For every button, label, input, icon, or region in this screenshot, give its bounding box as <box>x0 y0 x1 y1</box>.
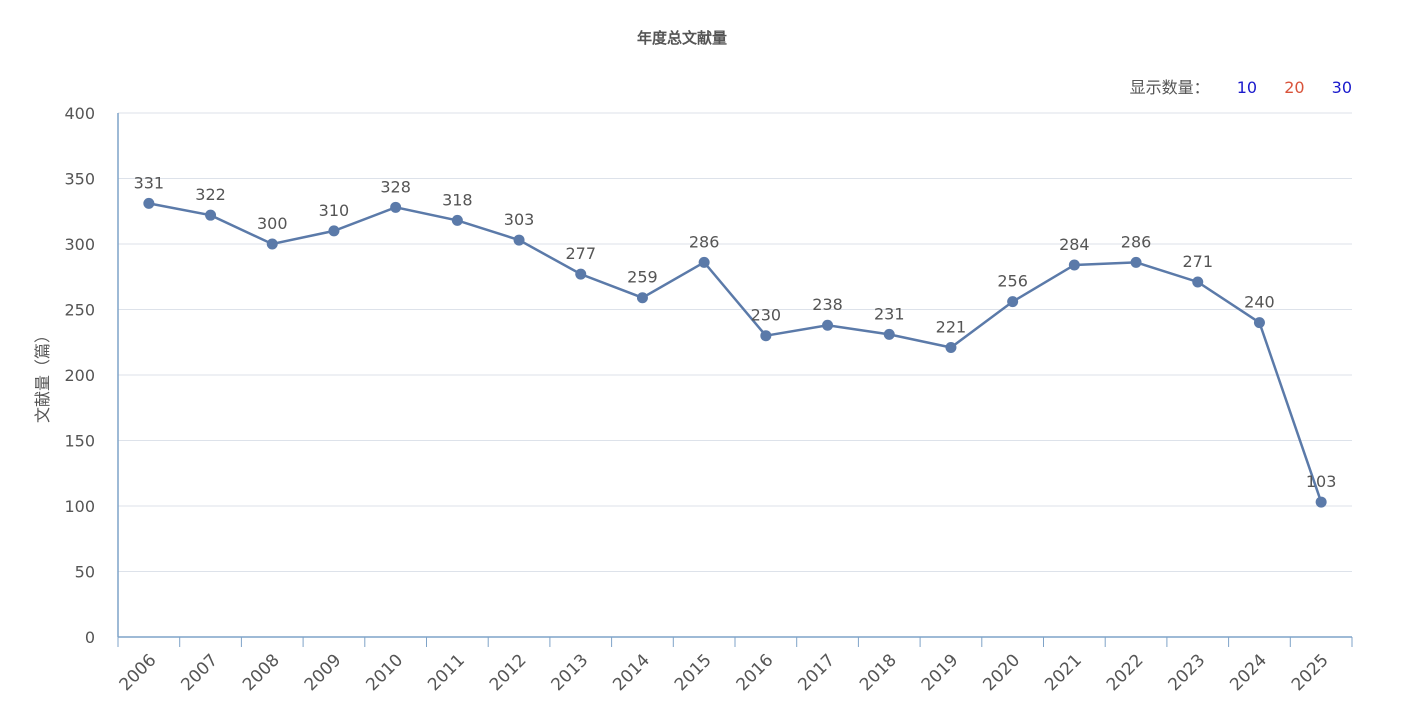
data-point <box>328 225 340 237</box>
display-count-option-30[interactable]: 30 <box>1331 78 1352 97</box>
data-label: 310 <box>319 201 350 220</box>
data-point <box>1315 496 1327 508</box>
data-label: 271 <box>1182 252 1213 271</box>
data-label: 331 <box>134 173 165 192</box>
x-tick-label: 2019 <box>918 650 963 695</box>
x-tick-labels: 2006 2007 2008 2009 2010 2011 2012 2013 2014 2015… <box>116 650 1333 695</box>
axes <box>117 113 1353 647</box>
grid-lines <box>118 112 1352 572</box>
data-label: 277 <box>565 244 596 263</box>
data-point <box>698 256 710 268</box>
data-label: 284 <box>1059 235 1090 254</box>
data-point <box>822 319 834 331</box>
y-tick-label: 0 <box>85 628 95 647</box>
data-label: 328 <box>380 177 411 196</box>
data-point <box>205 209 217 221</box>
data-label: 238 <box>812 295 843 314</box>
y-tick-labels: 0 50 100 150 200 250 300 350 400 <box>64 104 95 647</box>
x-tick-label: 2020 <box>979 650 1024 695</box>
x-tick-label: 2022 <box>1103 650 1148 695</box>
data-point <box>883 328 895 340</box>
chart-title: 年度总文献量 <box>636 29 727 47</box>
x-tick-label: 2024 <box>1226 650 1271 695</box>
data-point <box>266 238 278 250</box>
data-point <box>1253 317 1265 329</box>
y-tick-label: 100 <box>64 497 95 516</box>
y-axis-label: 文献量（篇） <box>33 327 52 423</box>
display-count-selector: 显示数量： 10 20 30 <box>1130 74 1352 98</box>
y-tick-label: 300 <box>64 235 95 254</box>
data-point <box>760 330 772 342</box>
x-tick-label: 2018 <box>856 650 901 695</box>
x-tick-label: 2007 <box>177 650 222 695</box>
data-label: 300 <box>257 214 288 233</box>
data-point <box>1130 256 1142 268</box>
x-tick-label: 2009 <box>301 650 346 695</box>
x-tick-label: 2006 <box>116 650 161 695</box>
data-label: 103 <box>1306 472 1337 491</box>
data-labels: 331 322 300 310 328 318 303 277 259 286 230 238 231 2… <box>134 173 1337 491</box>
x-tick-label: 2025 <box>1288 650 1333 695</box>
data-label: 221 <box>936 317 967 336</box>
data-point <box>1192 276 1204 288</box>
data-label: 286 <box>689 232 720 251</box>
series-line <box>148 202 1323 503</box>
data-point <box>390 201 402 213</box>
data-point <box>143 197 155 209</box>
data-series <box>143 197 1327 508</box>
data-label: 256 <box>997 272 1028 291</box>
data-label: 231 <box>874 304 905 323</box>
data-point <box>945 341 957 353</box>
data-label: 259 <box>627 268 658 287</box>
data-label: 318 <box>442 190 473 209</box>
x-tick-label: 2012 <box>486 650 531 695</box>
data-label: 240 <box>1244 293 1275 312</box>
data-label: 230 <box>751 306 782 325</box>
y-tick-label: 400 <box>64 104 95 123</box>
y-tick-label: 150 <box>64 432 95 451</box>
y-tick-label: 200 <box>64 366 95 385</box>
data-point <box>1007 296 1019 308</box>
display-count-label: 显示数量： <box>1129 78 1210 97</box>
data-label: 322 <box>195 185 226 204</box>
data-point <box>1068 259 1080 271</box>
x-tick-label: 2015 <box>671 650 716 695</box>
x-tick-label: 2008 <box>239 650 284 695</box>
data-point <box>513 234 525 246</box>
x-tick-label: 2011 <box>424 650 469 695</box>
y-tick-label: 50 <box>75 563 95 582</box>
x-tick-label: 2017 <box>794 650 839 695</box>
x-tick-label: 2013 <box>548 650 593 695</box>
display-count-option-20[interactable]: 20 <box>1284 78 1305 97</box>
x-tick-label: 2021 <box>1041 650 1086 695</box>
data-point <box>575 268 587 280</box>
y-tick-label: 350 <box>64 170 95 189</box>
x-tick-label: 2014 <box>609 650 654 695</box>
display-count-option-10[interactable]: 10 <box>1236 78 1258 97</box>
data-point <box>451 214 463 226</box>
data-label: 303 <box>504 210 535 229</box>
x-tick-label: 2010 <box>362 650 407 695</box>
data-point <box>636 292 648 304</box>
y-tick-label: 250 <box>64 301 95 320</box>
data-label: 286 <box>1121 232 1152 251</box>
x-tick-label: 2016 <box>733 650 778 695</box>
x-tick-label: 2023 <box>1165 650 1210 695</box>
